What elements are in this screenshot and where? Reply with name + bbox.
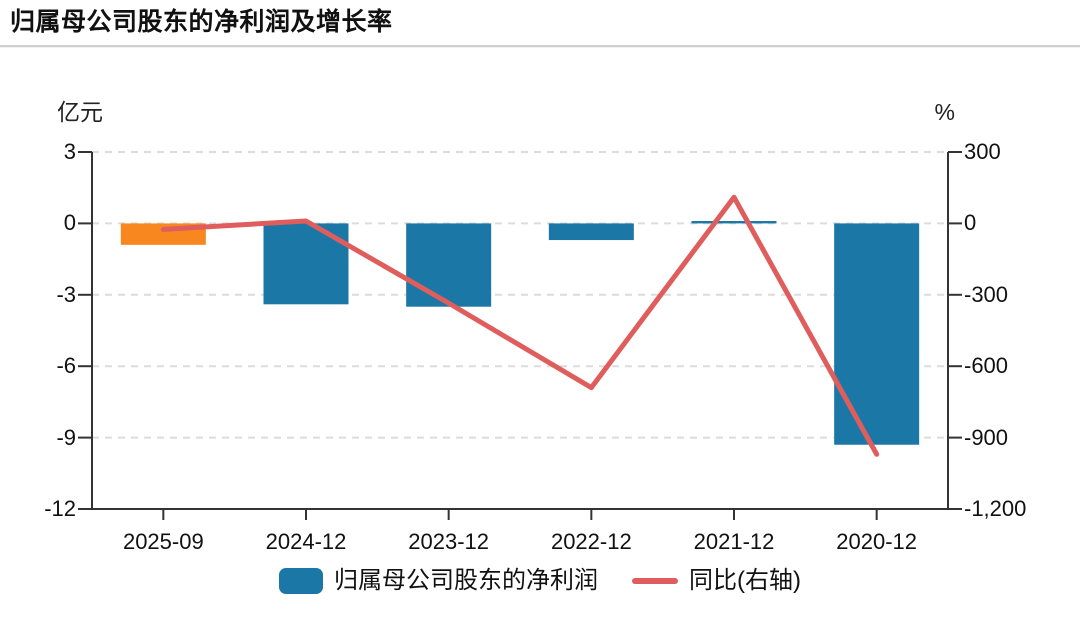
yoy-line-series <box>160 194 880 457</box>
line-series-swatch-icon <box>632 578 678 584</box>
legend-item-yoy[interactable]: 同比(右轴) <box>632 566 801 596</box>
page-title: 归属母公司股东的净利润及增长率 <box>10 8 393 36</box>
header-divider <box>0 45 1080 48</box>
bar-2023-12 <box>406 223 492 307</box>
bar-2020-12 <box>834 223 920 445</box>
left-axis-unit-label: 亿元 <box>57 99 103 125</box>
bar-2021-12 <box>691 221 777 224</box>
legend: 归属母公司股东的净利润 同比(右轴) <box>0 560 1080 602</box>
legend-item-label: 归属母公司股东的净利润 <box>334 567 598 594</box>
right-axis-unit-label: % <box>934 99 955 125</box>
legend-item-net-profit[interactable]: 归属母公司股东的净利润 <box>279 566 598 596</box>
legend-item-label: 同比(右轴) <box>689 567 801 594</box>
bar-series-swatch-icon <box>279 568 323 594</box>
bar-2022-12 <box>548 223 634 241</box>
